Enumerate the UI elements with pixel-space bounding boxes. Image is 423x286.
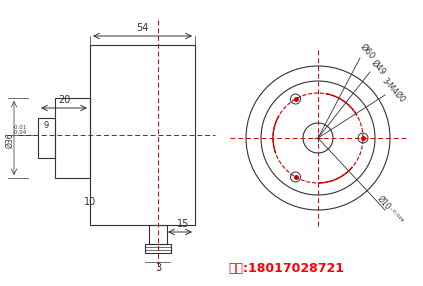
Text: 9: 9 bbox=[44, 121, 49, 130]
Text: 54: 54 bbox=[136, 23, 149, 33]
Text: -0.01
-0.04: -0.01 -0.04 bbox=[13, 125, 27, 135]
Text: Ø36: Ø36 bbox=[5, 132, 14, 148]
Text: 10: 10 bbox=[84, 197, 96, 207]
Text: 20: 20 bbox=[58, 95, 70, 105]
Text: 3: 3 bbox=[155, 263, 161, 273]
Text: Ø49: Ø49 bbox=[369, 59, 387, 78]
Text: Ø60: Ø60 bbox=[358, 43, 376, 61]
Text: 15: 15 bbox=[177, 219, 189, 229]
Text: Ø10⁻⁰·⁰²⁸: Ø10⁻⁰·⁰²⁸ bbox=[375, 194, 405, 226]
Text: 3-M4Ø0: 3-M4Ø0 bbox=[380, 76, 407, 104]
Text: 手机:18017028721: 手机:18017028721 bbox=[228, 261, 344, 275]
